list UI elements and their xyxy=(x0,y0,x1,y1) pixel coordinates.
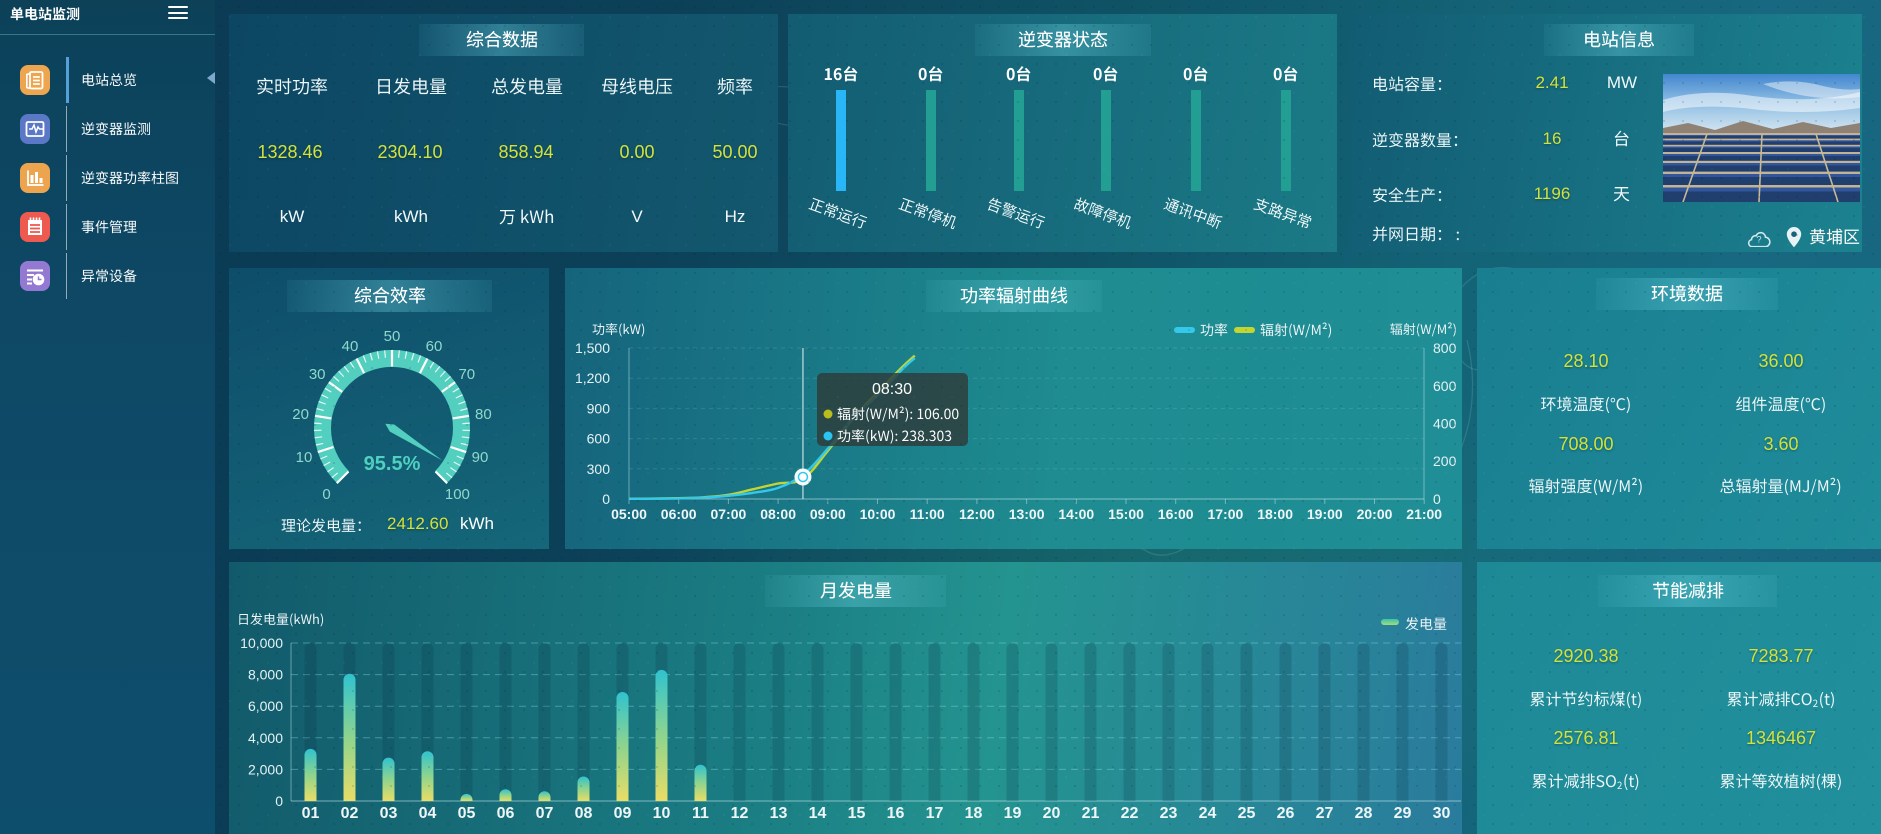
svg-text:26: 26 xyxy=(1277,805,1295,822)
svg-text:15: 15 xyxy=(848,805,866,822)
svg-text:08:00: 08:00 xyxy=(760,506,796,522)
svg-text:400: 400 xyxy=(1433,416,1457,432)
svg-text:20: 20 xyxy=(292,406,309,423)
svg-text:06: 06 xyxy=(497,805,515,822)
svg-text:28: 28 xyxy=(1355,805,1373,822)
svg-text:17:00: 17:00 xyxy=(1207,506,1243,522)
svg-text:1,200: 1,200 xyxy=(575,370,610,386)
svg-text:0: 0 xyxy=(322,486,330,503)
svg-text:02: 02 xyxy=(341,805,359,822)
svg-text:40: 40 xyxy=(342,338,359,355)
svg-text:200: 200 xyxy=(1433,453,1457,469)
svg-text:6,000: 6,000 xyxy=(248,698,283,714)
svg-text:4,000: 4,000 xyxy=(248,730,283,746)
svg-text:01: 01 xyxy=(302,805,320,822)
svg-text:06:00: 06:00 xyxy=(661,506,697,522)
svg-text:70: 70 xyxy=(458,366,475,383)
svg-text:10: 10 xyxy=(296,449,313,466)
svg-text:10,000: 10,000 xyxy=(240,635,283,651)
svg-text:17: 17 xyxy=(926,805,944,822)
svg-text:95.5%: 95.5% xyxy=(364,453,421,475)
svg-text:30: 30 xyxy=(1433,805,1451,822)
svg-text:13:00: 13:00 xyxy=(1009,506,1045,522)
svg-text:08: 08 xyxy=(575,805,593,822)
svg-text:12:00: 12:00 xyxy=(959,506,995,522)
svg-text:50: 50 xyxy=(384,328,401,345)
svg-text:0: 0 xyxy=(602,491,610,507)
svg-text:04: 04 xyxy=(419,805,437,822)
svg-text:19: 19 xyxy=(1004,805,1022,822)
svg-text:12: 12 xyxy=(731,805,749,822)
svg-text:30: 30 xyxy=(309,366,326,383)
svg-text:05: 05 xyxy=(458,805,476,822)
svg-text:24: 24 xyxy=(1199,805,1217,822)
svg-text:800: 800 xyxy=(1433,340,1457,356)
svg-text:19:00: 19:00 xyxy=(1307,506,1343,522)
svg-text:2,000: 2,000 xyxy=(248,761,283,777)
svg-text:1,500: 1,500 xyxy=(575,340,610,356)
svg-text:300: 300 xyxy=(587,461,611,477)
svg-text:18:00: 18:00 xyxy=(1257,506,1293,522)
svg-text:29: 29 xyxy=(1394,805,1412,822)
svg-text:22: 22 xyxy=(1121,805,1139,822)
svg-text:05:00: 05:00 xyxy=(611,506,647,522)
svg-text:25: 25 xyxy=(1238,805,1256,822)
svg-text:60: 60 xyxy=(426,338,443,355)
svg-text:09:00: 09:00 xyxy=(810,506,846,522)
svg-text:03: 03 xyxy=(380,805,398,822)
svg-text:8,000: 8,000 xyxy=(248,667,283,683)
svg-text:13: 13 xyxy=(770,805,788,822)
svg-text:90: 90 xyxy=(472,449,489,466)
svg-text:0: 0 xyxy=(275,793,283,809)
svg-text:07: 07 xyxy=(536,805,554,822)
svg-text:14:00: 14:00 xyxy=(1058,506,1094,522)
svg-text:10:00: 10:00 xyxy=(860,506,896,522)
svg-text:16: 16 xyxy=(887,805,905,822)
svg-text:20:00: 20:00 xyxy=(1357,506,1393,522)
svg-text:0: 0 xyxy=(1433,491,1441,507)
svg-text:100: 100 xyxy=(445,486,470,503)
svg-text:80: 80 xyxy=(475,406,492,423)
svg-text:27: 27 xyxy=(1316,805,1334,822)
svg-text:23: 23 xyxy=(1160,805,1178,822)
svg-text:15:00: 15:00 xyxy=(1108,506,1144,522)
svg-text:09: 09 xyxy=(614,805,632,822)
svg-text:14: 14 xyxy=(809,805,827,822)
svg-text:20: 20 xyxy=(1043,805,1061,822)
svg-text:08:30: 08:30 xyxy=(872,381,912,398)
svg-text:600: 600 xyxy=(1433,378,1457,394)
svg-text:21: 21 xyxy=(1082,805,1100,822)
svg-text:11: 11 xyxy=(692,805,709,822)
svg-text:18: 18 xyxy=(965,805,983,822)
svg-text:07:00: 07:00 xyxy=(710,506,746,522)
svg-text:600: 600 xyxy=(587,431,611,447)
svg-text:21:00: 21:00 xyxy=(1406,506,1442,522)
svg-text:?: ? xyxy=(1756,235,1761,245)
svg-text:10: 10 xyxy=(653,805,671,822)
svg-text:11:00: 11:00 xyxy=(910,506,945,522)
svg-text:16:00: 16:00 xyxy=(1158,506,1194,522)
svg-text:900: 900 xyxy=(587,400,611,416)
